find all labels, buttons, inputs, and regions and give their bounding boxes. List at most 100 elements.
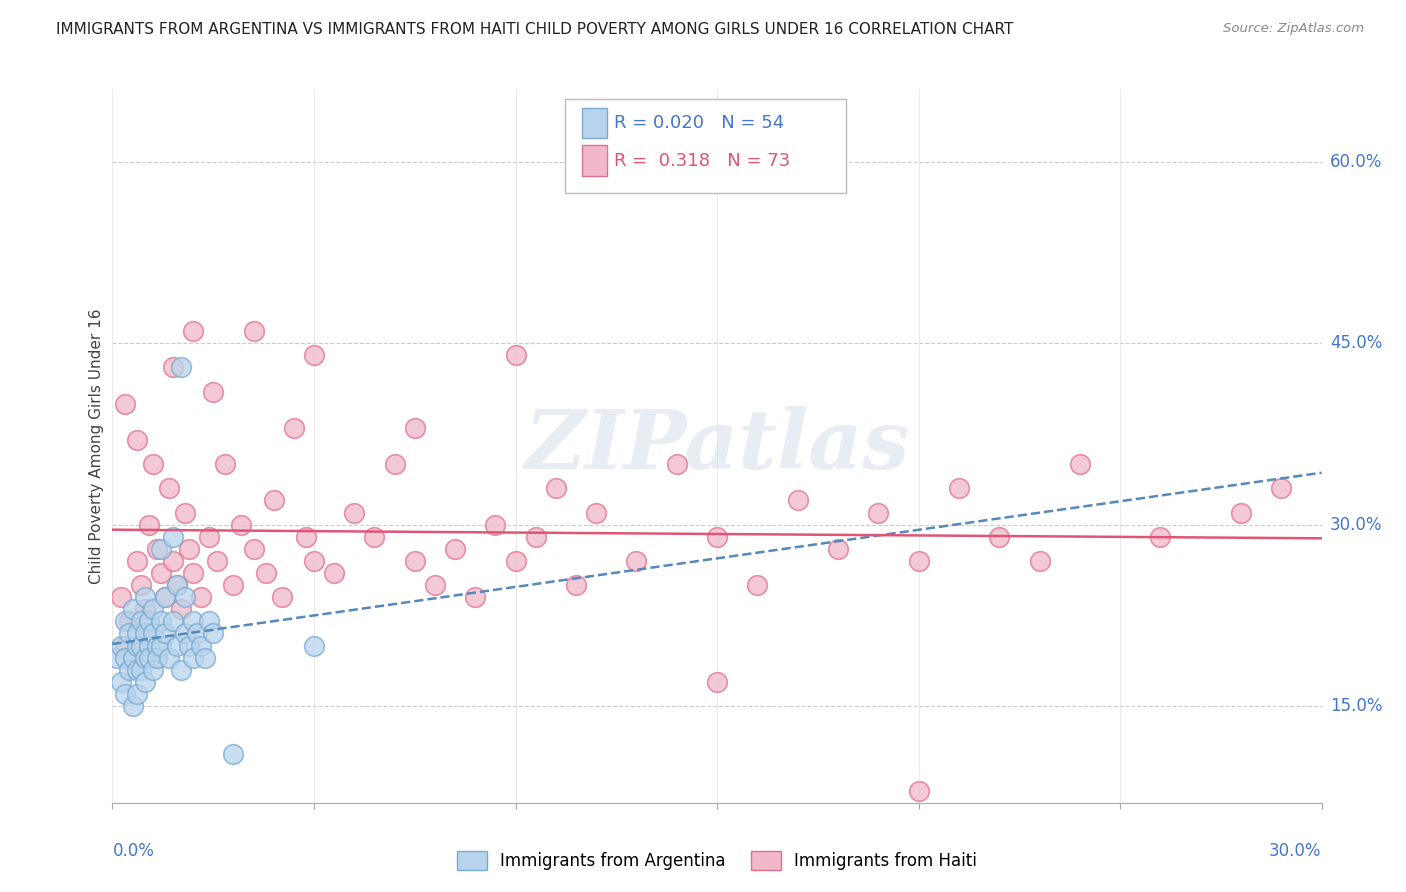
Point — [404, 554, 426, 568]
Point — [242, 324, 264, 338]
Point — [138, 615, 160, 629]
Point — [181, 615, 204, 629]
Point — [142, 457, 165, 471]
Point — [186, 626, 208, 640]
Point — [117, 663, 139, 677]
Point — [129, 615, 152, 629]
Point — [505, 348, 527, 362]
Point — [157, 481, 180, 495]
Text: 30.0%: 30.0% — [1270, 842, 1322, 860]
Point — [948, 481, 970, 495]
Point — [404, 421, 426, 435]
Point — [214, 457, 236, 471]
Point — [423, 578, 446, 592]
Point — [484, 517, 506, 532]
Point — [585, 506, 607, 520]
Point — [129, 663, 152, 677]
Point — [125, 433, 148, 447]
Point — [129, 578, 152, 592]
Point — [110, 674, 132, 689]
Point — [117, 615, 139, 629]
Point — [270, 590, 292, 604]
Point — [363, 530, 385, 544]
Point — [1149, 530, 1171, 544]
Point — [231, 517, 253, 532]
Point — [174, 590, 197, 604]
Point — [125, 663, 148, 677]
Point — [988, 530, 1011, 544]
Point — [302, 639, 325, 653]
Point — [544, 481, 567, 495]
Point — [153, 590, 176, 604]
Point — [202, 626, 225, 640]
Text: ZIPatlas: ZIPatlas — [524, 406, 910, 486]
Point — [146, 650, 169, 665]
Point — [907, 554, 929, 568]
Point — [174, 626, 197, 640]
Point — [129, 639, 152, 653]
Point — [706, 674, 728, 689]
Point — [166, 639, 188, 653]
Text: R =  0.318   N = 73: R = 0.318 N = 73 — [614, 152, 790, 169]
Point — [198, 615, 221, 629]
Point — [505, 554, 527, 568]
Text: 15.0%: 15.0% — [1330, 697, 1382, 715]
Point — [134, 590, 156, 604]
Point — [134, 626, 156, 640]
Point — [295, 530, 318, 544]
Point — [665, 457, 688, 471]
Point — [181, 566, 204, 580]
Point — [121, 602, 143, 616]
Point — [565, 578, 588, 592]
Point — [149, 639, 172, 653]
Point — [121, 650, 143, 665]
Point — [907, 783, 929, 797]
Point — [146, 541, 169, 556]
Point — [125, 626, 148, 640]
Point — [121, 699, 143, 714]
Text: Source: ZipAtlas.com: Source: ZipAtlas.com — [1223, 22, 1364, 36]
Text: IMMIGRANTS FROM ARGENTINA VS IMMIGRANTS FROM HAITI CHILD POVERTY AMONG GIRLS UND: IMMIGRANTS FROM ARGENTINA VS IMMIGRANTS … — [56, 22, 1014, 37]
Text: 45.0%: 45.0% — [1330, 334, 1382, 352]
Point — [142, 626, 165, 640]
Point — [242, 541, 264, 556]
Point — [138, 650, 160, 665]
Point — [142, 663, 165, 677]
Point — [142, 626, 165, 640]
Point — [1069, 457, 1091, 471]
Point — [138, 517, 160, 532]
Point — [302, 348, 325, 362]
Point — [254, 566, 277, 580]
Point — [149, 541, 172, 556]
Point — [134, 602, 156, 616]
Text: R = 0.020   N = 54: R = 0.020 N = 54 — [614, 114, 785, 132]
Point — [134, 674, 156, 689]
Point — [177, 639, 200, 653]
Text: 60.0%: 60.0% — [1330, 153, 1382, 170]
Point — [125, 687, 148, 701]
Point — [114, 650, 136, 665]
Point — [114, 687, 136, 701]
Point — [626, 554, 648, 568]
Point — [166, 578, 188, 592]
Point — [706, 530, 728, 544]
Point — [142, 602, 165, 616]
Point — [222, 578, 245, 592]
Point — [162, 554, 184, 568]
Point — [170, 360, 193, 375]
Point — [222, 747, 245, 762]
Point — [323, 566, 346, 580]
Point — [125, 554, 148, 568]
Point — [117, 626, 139, 640]
Point — [524, 530, 547, 544]
Point — [114, 639, 136, 653]
Point — [114, 397, 136, 411]
Point — [181, 324, 204, 338]
Point — [1270, 481, 1292, 495]
Point — [114, 615, 136, 629]
Point — [149, 615, 172, 629]
Text: 30.0%: 30.0% — [1330, 516, 1382, 533]
Point — [162, 530, 184, 544]
Point — [110, 590, 132, 604]
Point — [174, 506, 197, 520]
